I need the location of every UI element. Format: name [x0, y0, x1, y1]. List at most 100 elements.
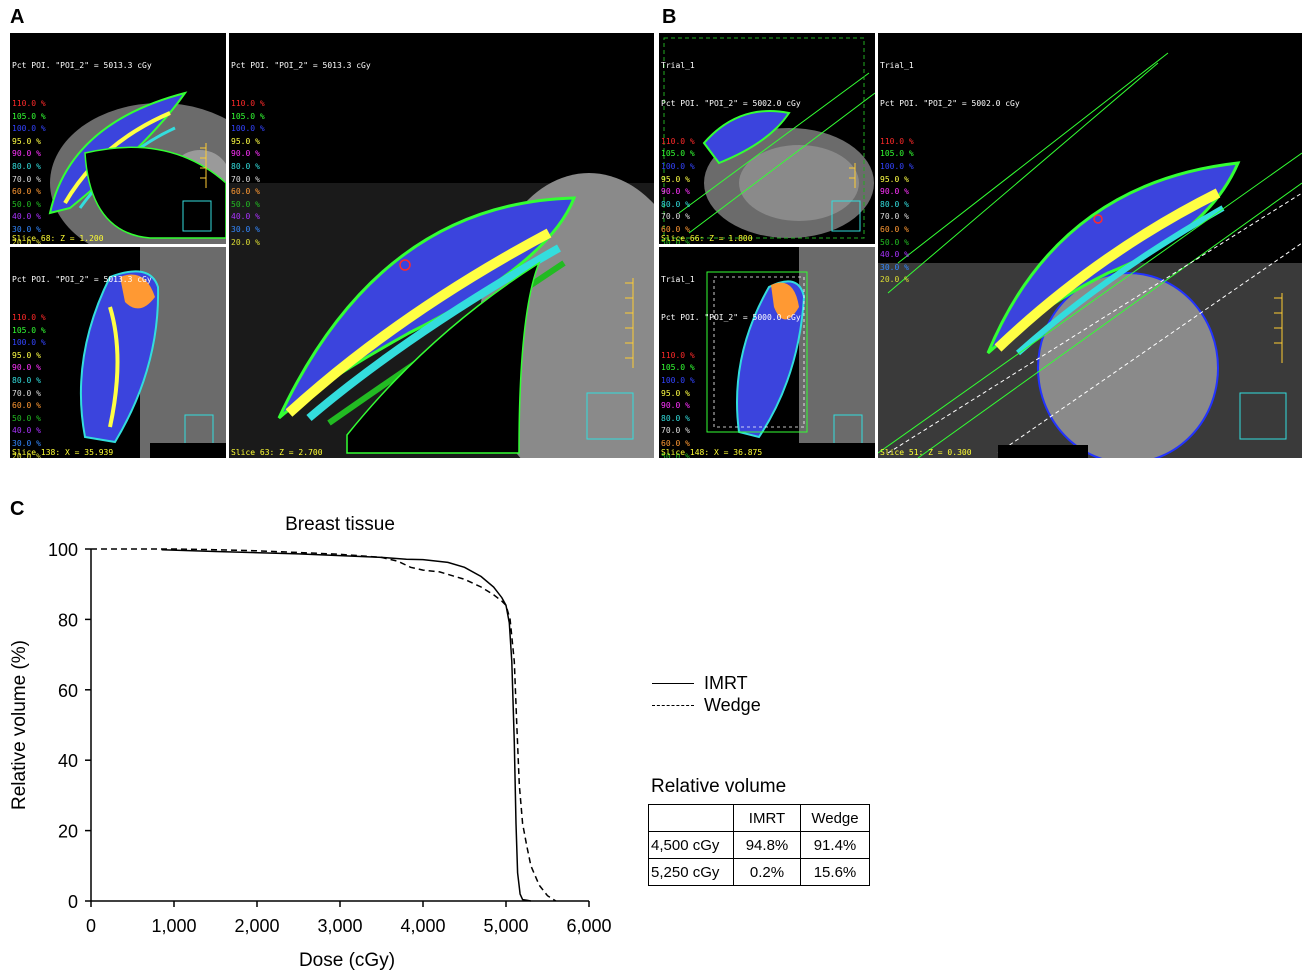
isodose-level-label: 105.0 % [661, 363, 695, 373]
poi-header: Pct POI. "POI_2" = 5013.3 cGy [12, 275, 152, 285]
isodose-level-label: 70.0 % [880, 212, 909, 222]
isodose-overlay: Trial_1 Pct POI. "POI_2" = 5002.0 cGy 11… [661, 35, 801, 244]
isodose-level-label: 30.0 % [12, 224, 41, 234]
isodose-level-label: 50.0 % [661, 451, 690, 459]
isodose-level-label: 80.0 % [12, 375, 41, 385]
isodose-level-label: 50.0 % [231, 199, 260, 209]
isodose-level-label: 100.0 % [661, 375, 695, 385]
y-tick-label: 40 [58, 751, 78, 771]
slice-label: Slice 51: Z = 0.300 [880, 448, 972, 457]
isodose-level-label: 110.0 % [12, 98, 46, 108]
ct-scan-graphic [878, 52, 1302, 458]
isodose-level-label: 100.0 % [231, 124, 265, 134]
legend-entry-imrt: IMRT [652, 672, 761, 694]
poi-header: Pct POI. "POI_2" = 5013.3 cGy [231, 61, 371, 71]
isodose-level-label: 60.0 % [661, 438, 690, 448]
legend-line-dashed [652, 704, 694, 706]
isodose-level-label: 40.0 % [12, 426, 41, 436]
series-line-wedge [91, 548, 557, 902]
slice-label: Slice 66: Z = 1.800 [661, 234, 753, 243]
isodose-level-label: 105.0 % [661, 149, 695, 159]
legend-label-wedge: Wedge [704, 695, 761, 715]
legend-entry-wedge: Wedge [652, 694, 761, 716]
legend-line-solid [652, 682, 694, 684]
poi-header: Pct POI. "POI_2" = 5002.0 cGy [661, 98, 801, 108]
isodose-level-label: 95.0 % [661, 174, 690, 184]
isodose-level-label: 80.0 % [880, 199, 909, 209]
isodose-level-label: 95.0 % [231, 136, 260, 146]
table-cell: 5,250 cGy [648, 858, 734, 886]
isodose-legend: 110.0 % 105.0 % 100.0 % 95.0 % 90.0 % 80.0 % 7… [661, 136, 801, 244]
isodose-level-label: 70.0 % [231, 174, 260, 184]
isodose-level-label: 80.0 % [12, 161, 41, 171]
y-tick-label: 80 [58, 610, 78, 630]
chart-title: Breast tissue [285, 514, 395, 535]
chart-legend: IMRT Wedge [652, 672, 761, 716]
isodose-level-label: 40.0 % [880, 250, 909, 260]
ct-image-b-large: Trial_1 Pct POI. "POI_2" = 5002.0 cGy 11… [878, 33, 1302, 458]
isodose-level-label: 80.0 % [661, 199, 690, 209]
table-cell: 91.4% [800, 831, 870, 859]
panel-label-c: C [10, 498, 25, 520]
ct-scan-graphic [229, 173, 654, 458]
slice-label: Slice 68: Z = 1.200 [12, 234, 104, 243]
isodose-legend: 110.0 % 105.0 % 100.0 % 95.0 % 90.0 % 80.0 % 7… [12, 98, 152, 244]
isodose-level-label: 20.0 % [880, 275, 909, 285]
isodose-level-label: 50.0 % [12, 413, 41, 423]
ct-image-a-axial: Pct POI. "POI_2" = 5013.3 cGy 110.0 % 105… [10, 33, 226, 244]
isodose-level-label: 110.0 % [661, 350, 695, 360]
ct-image-a-large: Pct POI. "POI_2" = 5013.3 cGy 110.0 % 105… [229, 33, 654, 458]
isodose-level-label: 105.0 % [12, 111, 46, 121]
slice-label: Slice 63: Z = 2.700 [231, 448, 323, 457]
panel-label-b: B [662, 6, 677, 28]
ct-image-b-sagittal: Trial_1 Pct POI. "POI_2" = 5000.0 cGy 11… [659, 247, 875, 458]
ct-scan-graphic [706, 247, 875, 458]
table-header-row: IMRT Wedge [648, 804, 870, 832]
panel-label-a: A [10, 6, 25, 28]
isodose-level-label: 90.0 % [231, 149, 260, 159]
isodose-overlay: Pct POI. "POI_2" = 5013.3 cGy 110.0 % 105… [12, 249, 152, 458]
table-row: 5,250 cGy 0.2% 15.6% [648, 858, 870, 886]
x-tick-label: 1,000 [151, 916, 196, 936]
isodose-level-label: 90.0 % [661, 187, 690, 197]
isodose-legend: 110.0 % 105.0 % 100.0 % 95.0 % 90.0 % 80.0 % 7… [880, 136, 1020, 287]
y-tick-label: 0 [68, 892, 78, 912]
isodose-level-label: 100.0 % [12, 338, 46, 348]
isodose-level-label: 70.0 % [12, 388, 41, 398]
isodose-level-label: 50.0 % [661, 237, 690, 245]
isodose-legend: 110.0 % 105.0 % 100.0 % 95.0 % 90.0 % 80.0 % 7… [231, 98, 371, 249]
table-cell: 94.8% [733, 831, 801, 859]
isodose-level-label: 40.0 % [231, 212, 260, 222]
table-cell: Wedge [800, 804, 870, 832]
isodose-legend: 110.0 % 105.0 % 100.0 % 95.0 % 90.0 % 80.0 % 7… [12, 312, 152, 458]
isodose-level-label: 90.0 % [880, 187, 909, 197]
y-tick-label: 20 [58, 822, 78, 842]
isodose-level-label: 95.0 % [12, 350, 41, 360]
isodose-level-label: 95.0 % [661, 388, 690, 398]
x-tick-label: 6,000 [566, 916, 611, 936]
isodose-overlay: Trial_1 Pct POI. "POI_2" = 5002.0 cGy 11… [880, 35, 1020, 312]
relative-volume-table: IMRT Wedge 4,500 cGy 94.8% 91.4% 5,250 c… [648, 804, 870, 886]
trial-label: Trial_1 [661, 61, 695, 71]
isodose-level-label: 80.0 % [661, 413, 690, 423]
isodose-level-label: 110.0 % [231, 98, 265, 108]
x-tick-label: 5,000 [483, 916, 528, 936]
slice-label: Slice 138: X = 35.939 [12, 448, 114, 457]
series-line-imrt [161, 548, 532, 902]
isodose-level-label: 60.0 % [231, 187, 260, 197]
y-tick-label: 60 [58, 681, 78, 701]
isodose-level-label: 90.0 % [661, 401, 690, 411]
isodose-overlay: Trial_1 Pct POI. "POI_2" = 5000.0 cGy 11… [661, 249, 801, 458]
table-cell: 15.6% [800, 858, 870, 886]
trial-label: Trial_1 [880, 61, 914, 71]
table-cell [648, 804, 734, 832]
isodose-level-label: 60.0 % [12, 401, 41, 411]
isodose-level-label: 100.0 % [661, 161, 695, 171]
x-axis-label: Dose (cGy) [299, 950, 395, 970]
x-tick-label: 0 [86, 916, 96, 936]
isodose-level-label: 95.0 % [12, 136, 41, 146]
isodose-level-label: 40.0 % [12, 212, 41, 222]
isodose-level-label: 110.0 % [661, 136, 695, 146]
isodose-level-label: 60.0 % [880, 224, 909, 234]
